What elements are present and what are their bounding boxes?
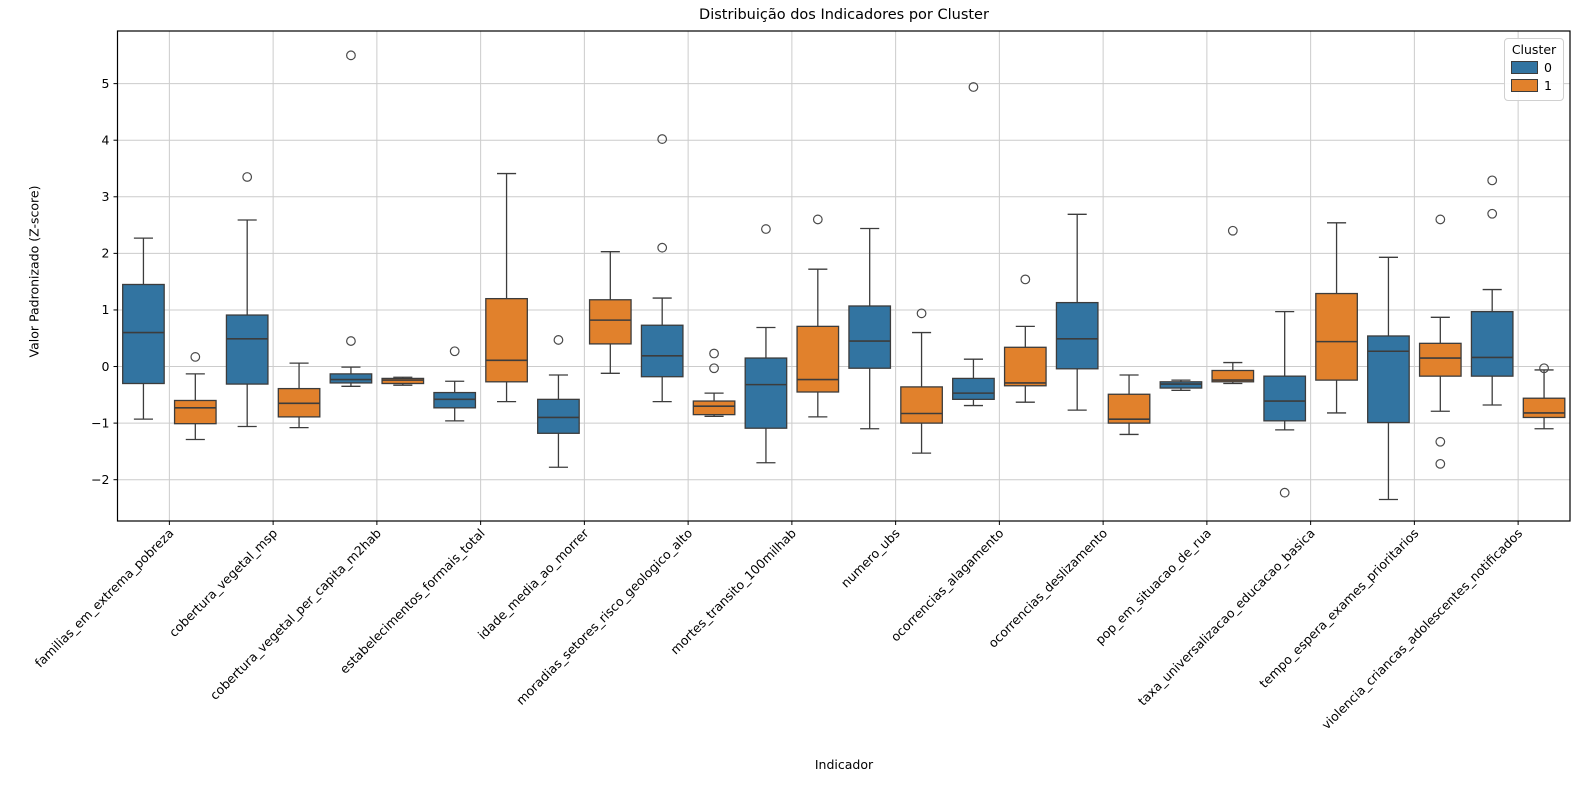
outlier-point	[1435, 458, 1446, 469]
outlier-point	[916, 308, 927, 319]
boxplot-box	[1367, 335, 1410, 424]
y-tick-label: −2	[91, 472, 109, 487]
outlier-point	[1020, 274, 1031, 285]
x-tick-label: ocorrencias_alagamento	[888, 526, 1007, 645]
outlier-point	[346, 50, 356, 61]
outlier-point	[657, 134, 668, 144]
boxplot-box	[1107, 393, 1151, 424]
axes-spines	[116, 30, 1571, 522]
outlier-point	[709, 348, 719, 359]
y-tick-label: 1	[102, 302, 110, 317]
outlier-point	[553, 335, 564, 345]
outlier-point	[346, 336, 356, 346]
y-tick-label: −1	[91, 415, 109, 430]
boxplot-box	[900, 386, 943, 424]
boxplot-box	[1159, 381, 1203, 389]
chart-title: Distribuição dos Indicadores por Cluster	[699, 7, 989, 23]
boxplot-box	[1211, 369, 1255, 383]
outlier-point	[242, 172, 253, 182]
legend-swatch-cluster-0	[1511, 61, 1538, 74]
boxplot-box	[329, 373, 373, 384]
boxplot-box	[796, 325, 840, 393]
boxplot-box	[1418, 342, 1462, 377]
boxplot-box	[640, 324, 684, 378]
x-tick-label: taxa_universalizacao_educacao_basica	[1135, 526, 1318, 709]
legend-item-cluster-0: 0	[1511, 60, 1557, 75]
boxplot-box	[744, 357, 788, 429]
x-tick-label: mortes_transito_100milhab	[667, 525, 799, 657]
outlier-point	[1435, 214, 1446, 225]
boxplot-box	[848, 305, 892, 369]
outlier-point	[1279, 487, 1290, 498]
boxplot-box	[1003, 346, 1047, 387]
x-tick-label: violencia_criancas_adolescentes_notifica…	[1318, 526, 1525, 733]
y-tick-label: 5	[102, 76, 110, 91]
y-axis-label: Valor Padronizado (Z-score)	[26, 185, 42, 358]
x-axis-label: Indicador	[814, 757, 874, 772]
x-tick-label: familias_em_extrema_pobreza	[32, 526, 177, 671]
boxplot-box	[588, 299, 632, 345]
outlier-point	[709, 363, 719, 374]
x-tick-label: cobertura_vegetal_msp	[166, 525, 280, 639]
legend-title: Cluster	[1511, 42, 1557, 57]
legend-label-cluster-0: 0	[1544, 60, 1552, 75]
legend-item-cluster-1: 1	[1511, 78, 1557, 93]
boxplot-box	[122, 283, 165, 385]
boxplot-box	[433, 391, 477, 409]
boxplot-box	[173, 399, 217, 425]
boxplot-box	[952, 377, 995, 400]
outlier-point	[1487, 208, 1498, 219]
boxplot-box	[1263, 375, 1307, 422]
boxplot-box	[1470, 310, 1514, 377]
outlier-point	[968, 82, 979, 92]
boxplot-box	[225, 314, 269, 385]
x-tick-label: numero_ubs	[838, 526, 903, 591]
x-tick-label: idade_media_ao_morrer	[475, 525, 592, 642]
y-tick-label: 3	[102, 189, 110, 204]
boxplot-box	[1315, 292, 1358, 381]
outlier-point	[761, 224, 771, 234]
boxplot-box	[381, 377, 425, 385]
y-tick-label: 4	[102, 133, 110, 148]
outlier-point	[449, 346, 460, 357]
outlier-point	[1227, 225, 1238, 236]
legend-label-cluster-1: 1	[1544, 78, 1552, 93]
outlier-point	[1435, 436, 1446, 447]
x-tick-label: cobertura_vegetal_per_capita_m2hab	[207, 525, 384, 702]
legend-swatch-cluster-1	[1511, 79, 1538, 92]
x-tick-label: moradias_setores_risco_geologico_alto	[513, 526, 695, 708]
outlier-point	[657, 242, 668, 253]
boxplot-box	[1055, 301, 1099, 370]
y-tick-label: 0	[102, 359, 110, 374]
legend: Cluster 0 1	[1504, 38, 1564, 101]
boxplot-box	[692, 400, 736, 416]
x-tick-label: ocorrencias_deslizamento	[985, 526, 1110, 651]
outlier-point	[812, 214, 823, 225]
boxplot-box	[1522, 397, 1566, 419]
outlier-point	[1487, 175, 1498, 186]
x-tick-label: pop_em_situacao_de_rua	[1092, 526, 1214, 648]
boxplot-box	[537, 398, 580, 434]
y-tick-label: 2	[102, 246, 110, 261]
outlier-point	[190, 352, 201, 362]
boxplot-box	[485, 297, 528, 383]
outlier-point	[1539, 363, 1549, 374]
